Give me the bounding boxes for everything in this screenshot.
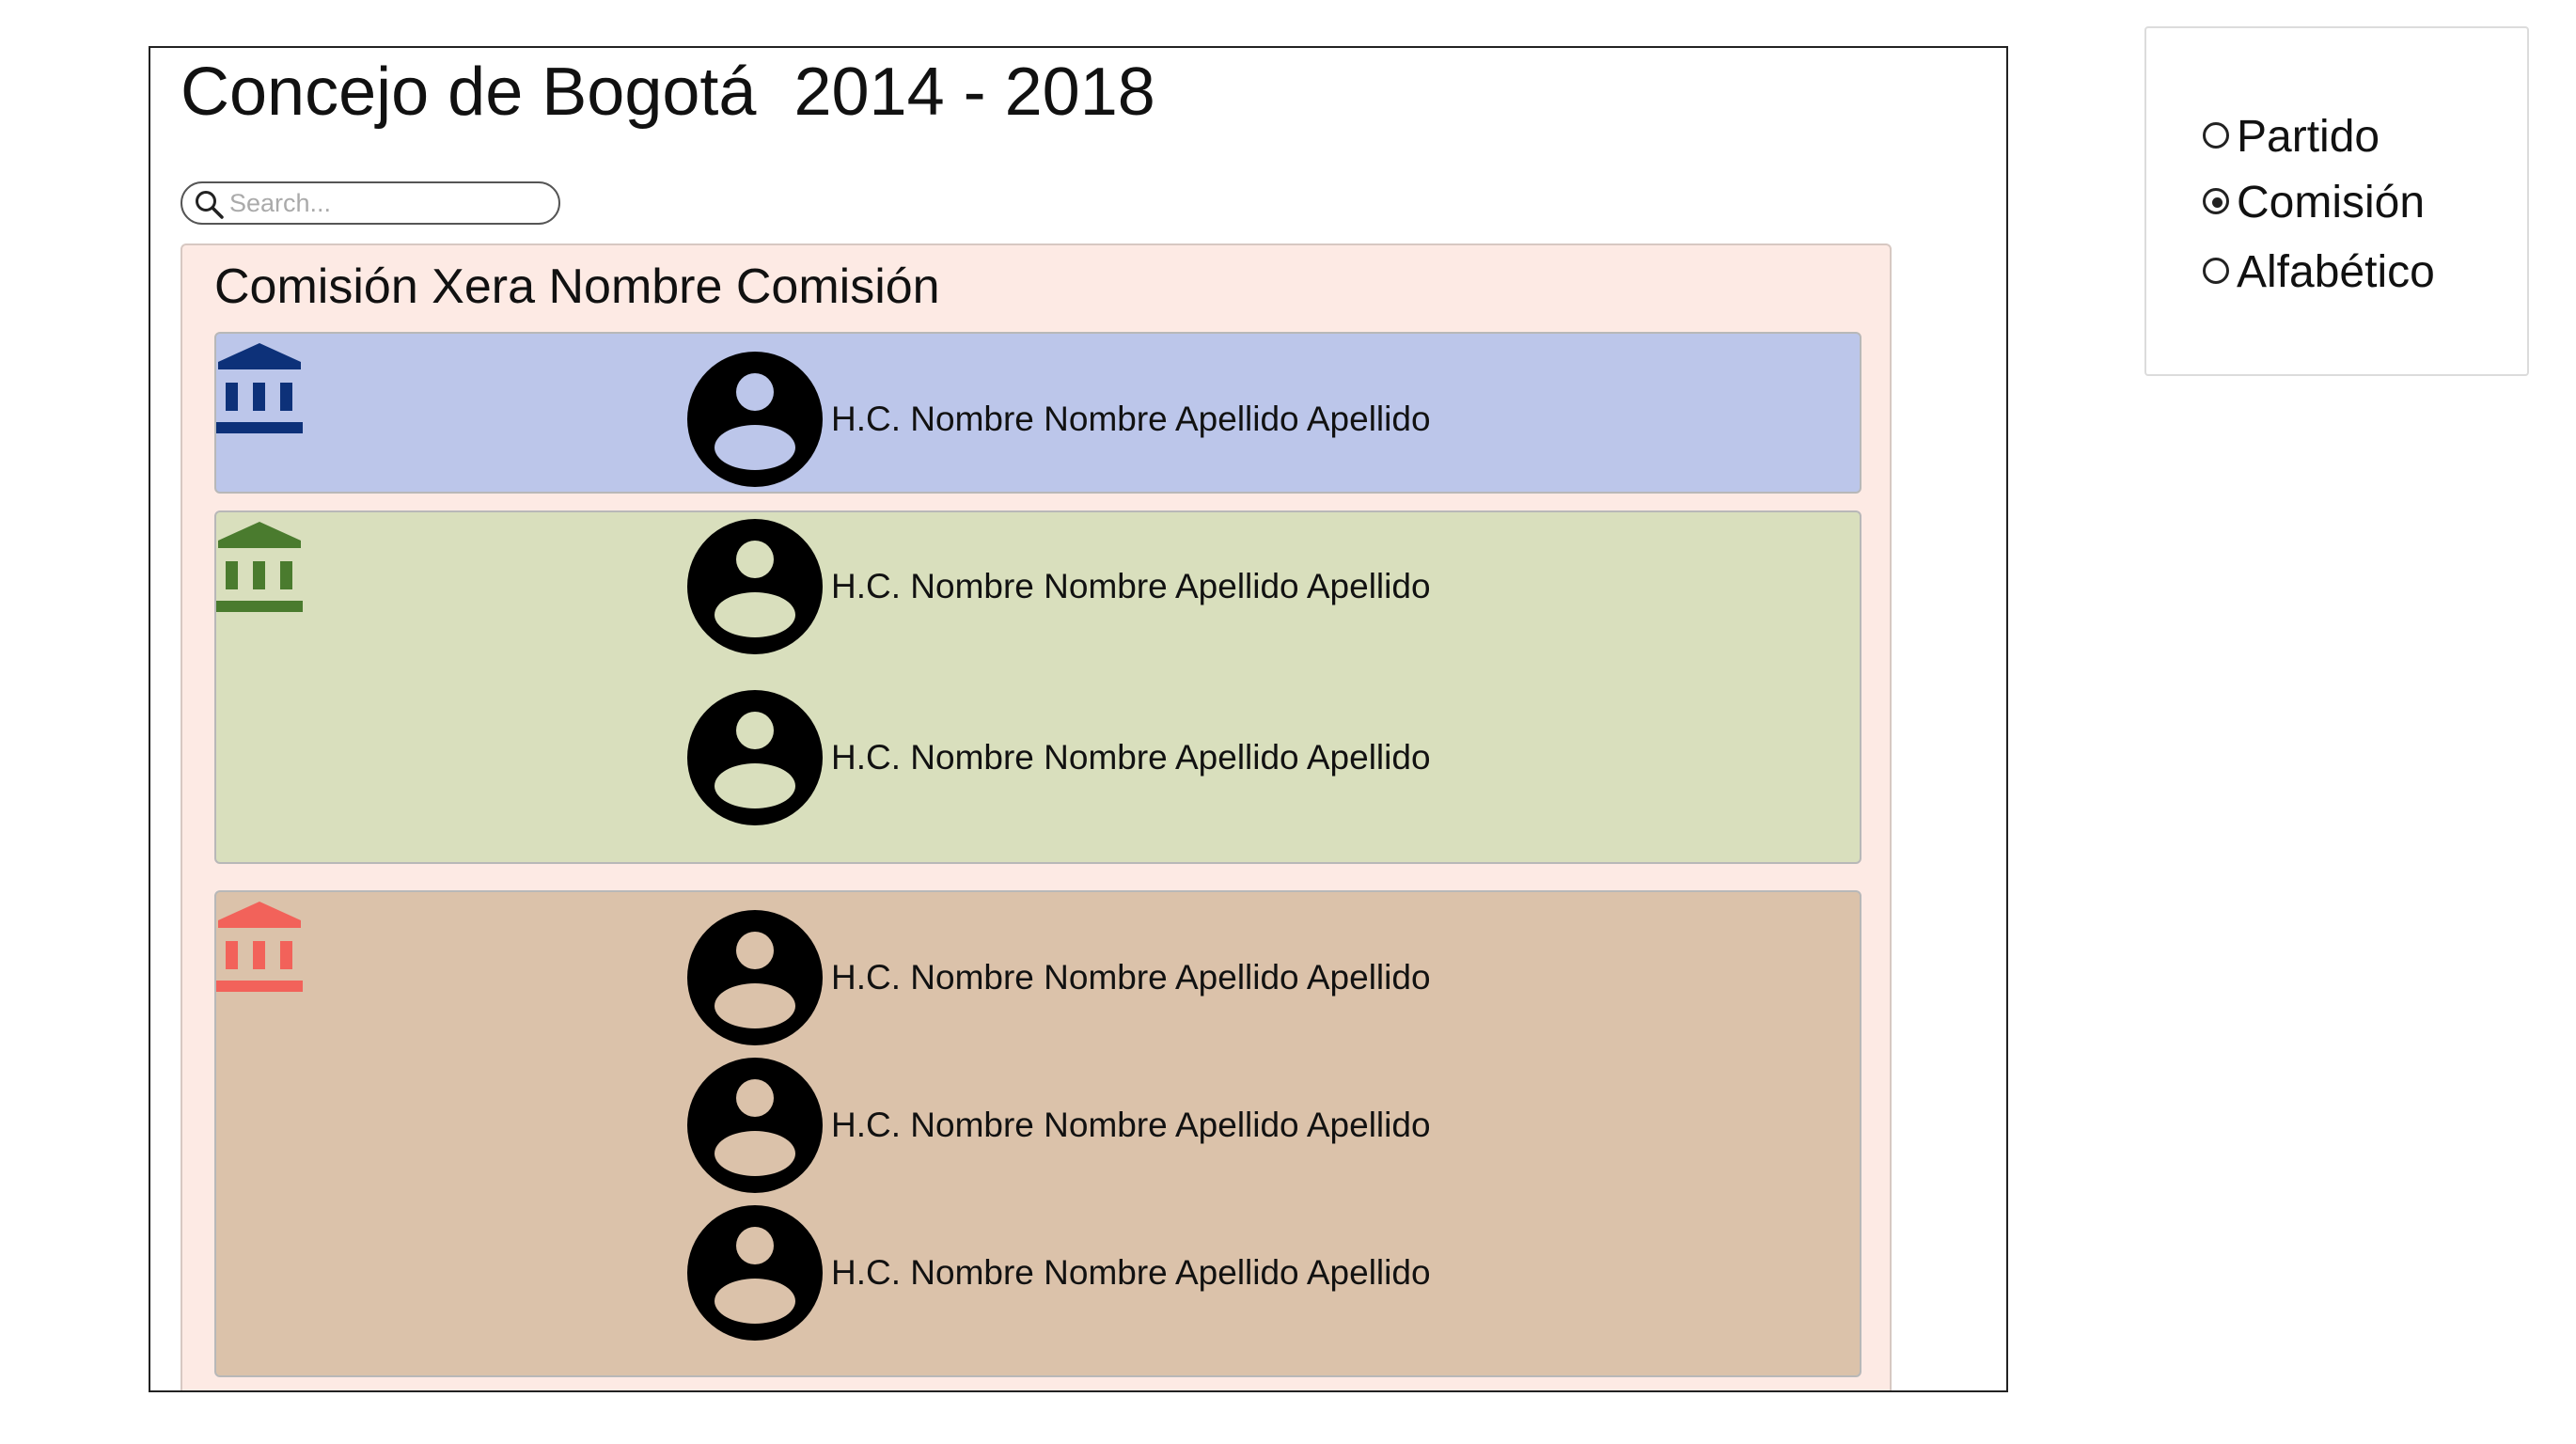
member-row[interactable]: H.C. Nombre Nombre Apellido Apellido [686,689,1532,826]
avatar-icon [687,1205,823,1341]
institution-icon [216,343,303,433]
member-row[interactable]: H.C. Nombre Nombre Apellido Apellido [686,351,1532,488]
member-name: H.C. Nombre Nombre Apellido Apellido [831,400,1431,438]
sort-option-partido[interactable]: Partido [2203,107,2513,164]
option-label: Alfabético [2237,247,2435,297]
party-group: H.C. Nombre Nombre Apellido Apellido [214,332,1861,494]
search-box[interactable] [181,181,560,225]
institution-icon [216,902,303,992]
member-name: H.C. Nombre Nombre Apellido Apellido [831,567,1431,605]
radio-dot [2212,197,2223,208]
avatar-icon [687,910,823,1045]
avatar-icon [687,519,823,654]
radio-button[interactable] [2203,122,2229,149]
party-group: H.C. Nombre Nombre Apellido Apellido H.C… [214,890,1861,1377]
page-title: Concejo de Bogotá 2014 - 2018 [181,55,1155,130]
member-row[interactable]: H.C. Nombre Nombre Apellido Apellido [686,1204,1532,1342]
search-input[interactable] [229,189,540,217]
sort-option-alfabetico[interactable]: Alfabético [2203,243,2513,299]
avatar-icon [687,352,823,487]
member-name: H.C. Nombre Nombre Apellido Apellido [831,738,1431,777]
member-row[interactable]: H.C. Nombre Nombre Apellido Apellido [686,518,1532,655]
member-name: H.C. Nombre Nombre Apellido Apellido [831,1106,1431,1144]
search-icon [196,191,224,219]
commission-title: Comisión Xera Nombre Comisión [214,259,940,314]
party-group: H.C. Nombre Nombre Apellido Apellido H.C… [214,510,1861,864]
option-label: Partido [2237,112,2380,162]
institution-icon-shape [216,522,303,612]
member-name: H.C. Nombre Nombre Apellido Apellido [831,958,1431,997]
commission-panel: Comisión Xera Nombre Comisión [181,243,1892,1390]
member-row[interactable]: H.C. Nombre Nombre Apellido Apellido [686,1057,1532,1194]
option-label: Comisión [2237,178,2426,228]
avatar-icon [687,1058,823,1193]
member-name: H.C. Nombre Nombre Apellido Apellido [831,1253,1431,1292]
radio-button[interactable] [2203,188,2229,214]
radio-button[interactable] [2203,258,2229,284]
institution-icon-shape [216,902,303,992]
avatar-icon [687,690,823,825]
member-row[interactable]: H.C. Nombre Nombre Apellido Apellido [686,909,1532,1046]
main-frame: Concejo de Bogotá 2014 - 2018 Comisión X… [149,46,2008,1392]
institution-icon-shape [216,343,303,433]
sort-option-comision[interactable]: Comisión [2203,173,2513,229]
sort-options-panel: Partido Comisión Alfabético [2144,26,2529,376]
institution-icon [216,522,303,612]
